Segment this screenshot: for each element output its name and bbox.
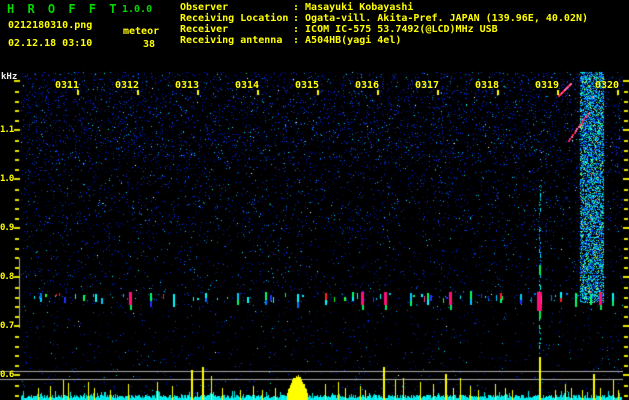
- time-tick-label: 0311: [55, 80, 80, 91]
- datetime-label: 02.12.18 03:10: [8, 38, 93, 49]
- app-version: 1.0.0: [122, 4, 153, 15]
- station-row: Receiving Location : Ogata-vill. Akita-Pr…: [180, 13, 588, 24]
- station-value: : Ogata-vill. Akita-Pref. JAPAN (139.96E…: [293, 13, 589, 24]
- station-value: : A504HB(yagi 4el): [293, 35, 402, 46]
- frequency-tick-label: 0.6: [0, 370, 14, 380]
- time-tick-label: 0316: [355, 80, 380, 91]
- time-tick-label: 0320: [595, 80, 620, 91]
- mode-label: meteor: [123, 26, 160, 37]
- time-tick-label: 0313: [175, 80, 200, 91]
- station-label: Receiving Location: [180, 13, 289, 24]
- station-label: Receiver: [180, 24, 229, 35]
- station-row: Receiving antenna : A504HB(yagi 4el): [180, 35, 588, 46]
- station-label: Receiving antenna: [180, 35, 283, 46]
- frequency-tick-label: 0.9: [0, 223, 14, 233]
- station-value: : ICOM IC-575 53.7492(@LCD)MHz USB: [293, 24, 498, 35]
- time-tick-label: 0314: [235, 80, 260, 91]
- time-tick-label: 0315: [295, 80, 320, 91]
- frequency-tick-label: 0.8: [0, 272, 14, 282]
- app-title: H R O F F T: [7, 2, 120, 16]
- meteor-count: 38: [143, 39, 156, 50]
- output-filename: 0212180310.png: [8, 20, 93, 31]
- station-row: Observer : Masayuki Kobayashi: [180, 2, 588, 13]
- station-row: Receiver : ICOM IC-575 53.7492(@LCD)MHz U…: [180, 24, 588, 35]
- time-tick-label: 0317: [415, 80, 440, 91]
- station-value: : Masayuki Kobayashi: [293, 2, 414, 13]
- y-axis-unit-label: kHz: [1, 72, 18, 82]
- time-tick-label: 0319: [535, 80, 560, 91]
- station-label: Observer: [180, 2, 229, 13]
- time-tick-label: 0312: [115, 80, 140, 91]
- time-tick-label: 0318: [475, 80, 500, 91]
- frequency-tick-label: 0.7: [0, 321, 14, 331]
- frequency-tick-label: 1.1: [0, 125, 14, 135]
- station-info: Observer: Masayuki Kobayashi Receiving Lo…: [180, 2, 588, 46]
- frequency-tick-label: 1.0: [0, 174, 14, 184]
